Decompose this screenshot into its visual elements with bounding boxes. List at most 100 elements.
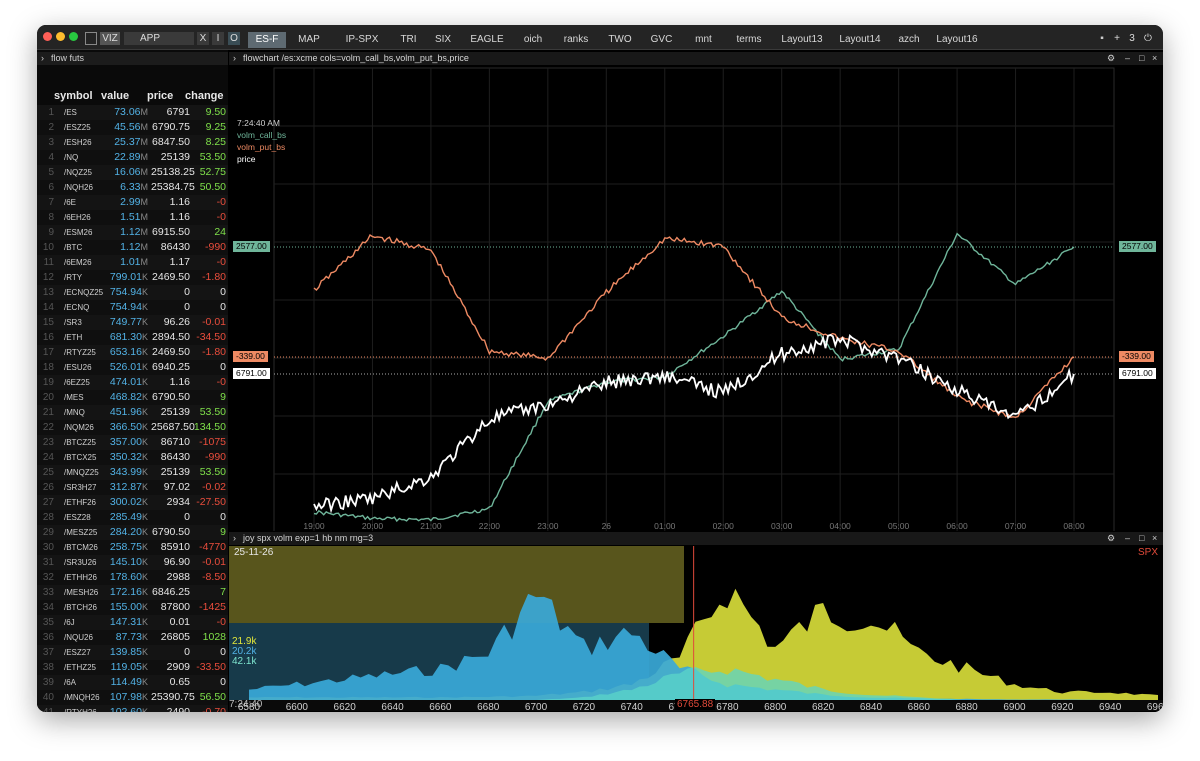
row-value-unit: K <box>141 692 148 702</box>
x-tick-label: 21:00 <box>420 521 442 531</box>
table-row[interactable]: 31/SR3U26 145.10K 96.90 -0.01 <box>37 555 228 570</box>
minimize-panel-icon[interactable]: – <box>1125 533 1131 543</box>
minimize-panel-icon[interactable]: – <box>1125 53 1131 63</box>
table-row[interactable]: 21/MNQ 451.96K 25139 53.50 <box>37 405 228 420</box>
table-row[interactable]: 5/NQZ25 16.06M 25138.25 52.75 <box>37 165 228 180</box>
col-value[interactable]: value <box>101 90 130 102</box>
tab-terms[interactable]: terms <box>736 34 762 45</box>
save-icon[interactable]: ▪ <box>1100 33 1104 44</box>
row-symbol: /ESH26 <box>64 138 92 147</box>
col-price[interactable]: price <box>147 90 174 102</box>
table-row[interactable]: 16/ETH 681.30K 2894.50 -34.50 <box>37 330 228 345</box>
chevron-right-icon[interactable]: › <box>233 533 236 543</box>
row-value: 139.85K <box>98 645 150 660</box>
table-row[interactable]: 32/ETHH26 178.60K 2988 -8.50 <box>37 570 228 585</box>
table-row[interactable]: 25/MNQZ25 343.99K 25139 53.50 <box>37 465 228 480</box>
flowchart-plot[interactable]: 19:00 20:00 21:00 22:00 23:00 26 01:00 02:00 03:… <box>229 66 1163 544</box>
row-symbol: /ESU26 <box>64 363 92 372</box>
table-row[interactable]: 35/6J 147.31K 0.01 -0 <box>37 615 228 630</box>
tab-gvc[interactable]: GVC <box>650 34 673 45</box>
chevron-right-icon[interactable]: › <box>41 53 44 63</box>
table-row[interactable]: 2/ESZ25 45.56M 6790.75 9.25 <box>37 120 228 135</box>
sidebar-toggle-icon[interactable] <box>85 32 97 45</box>
table-row[interactable]: 3/ESH26 25.37M 6847.50 8.25 <box>37 135 228 150</box>
tab-eagle[interactable]: EAGLE <box>470 34 504 45</box>
col-change[interactable]: change <box>185 90 224 102</box>
table-row[interactable]: 19/6EZ25 474.01K 1.16 -0 <box>37 375 228 390</box>
table-row[interactable]: 1/ES 73.06M 6791 9.50 <box>37 105 228 120</box>
table-row[interactable]: 37/ESZ27 139.85K 0 0 <box>37 645 228 660</box>
zoom-window-button[interactable] <box>69 32 78 41</box>
table-row[interactable]: 12/RTY 799.01K 2469.50 -1.80 <box>37 270 228 285</box>
table-row[interactable]: 8/6EH26 1.51M 1.16 -0 <box>37 210 228 225</box>
table-row[interactable]: 15/SR3 749.77K 96.26 -0.01 <box>37 315 228 330</box>
close-panel-icon[interactable]: × <box>1152 53 1158 63</box>
tab-two[interactable]: TWO <box>608 34 632 45</box>
tab-mnt[interactable]: mnt <box>695 34 712 45</box>
table-row[interactable]: 40/MNQH26 107.98K 25390.75 56.50 <box>37 690 228 705</box>
table-row[interactable]: 20/MES 468.82K 6790.50 9 <box>37 390 228 405</box>
chevron-right-icon[interactable]: › <box>233 53 236 63</box>
table-row[interactable]: 36/NQU26 87.73K 26805 1028 <box>37 630 228 645</box>
tab-ip-spx[interactable]: IP-SPX <box>345 34 379 45</box>
table-row[interactable]: 22/NQM26 366.50K 25687.50 134.50 <box>37 420 228 435</box>
table-row[interactable]: 27/ETHF26 300.02K 2934 -27.50 <box>37 495 228 510</box>
joy-plot[interactable]: 6580660066206640666066806700672067406760… <box>229 546 1163 711</box>
maximize-panel-icon[interactable]: □ <box>1139 533 1145 543</box>
minimize-window-button[interactable] <box>56 32 65 41</box>
tab-layout14[interactable]: Layout14 <box>839 34 881 45</box>
settings-icon[interactable]: ⚙ <box>1107 533 1116 543</box>
table-row[interactable]: 30/BTCM26 258.75K 85910 -4770 <box>37 540 228 555</box>
add-button[interactable]: + <box>1114 33 1120 44</box>
row-price: 6790.75 <box>152 121 190 133</box>
tab-tri[interactable]: TRI <box>400 34 417 45</box>
settings-icon[interactable]: ⚙ <box>1107 53 1116 63</box>
row-price: 1.16 <box>169 376 190 388</box>
row-price: 2490 <box>166 706 190 712</box>
tab-ranks[interactable]: ranks <box>563 34 589 45</box>
close-panel-icon[interactable]: × <box>1152 533 1158 543</box>
table-row[interactable]: 29/MESZ25 284.20K 6790.50 9 <box>37 525 228 540</box>
tab-six[interactable]: SIX <box>434 34 452 45</box>
row-number: 16 <box>42 332 54 343</box>
viz-button[interactable]: VIZ <box>100 32 120 45</box>
table-row[interactable]: 34/BTCH26 155.00K 87800 -1425 <box>37 600 228 615</box>
o-button[interactable]: O <box>228 32 240 45</box>
table-row[interactable]: 38/ETHZ25 119.05K 2909 -33.50 <box>37 660 228 675</box>
tab-layout16[interactable]: Layout16 <box>936 34 978 45</box>
close-window-button[interactable] <box>43 32 52 41</box>
tab-es-f[interactable]: ES-F <box>248 32 286 48</box>
x-button[interactable]: X <box>197 32 209 45</box>
power-icon[interactable]: ⏻ <box>1144 33 1152 44</box>
table-row[interactable]: 10/BTC 1.12M 86430 -990 <box>37 240 228 255</box>
maximize-panel-icon[interactable]: □ <box>1139 53 1145 63</box>
col-symbol[interactable]: symbol <box>54 90 93 102</box>
row-value-number: 799.01 <box>109 271 142 283</box>
table-row[interactable]: 7/6E 2.99M 1.16 -0 <box>37 195 228 210</box>
i-button[interactable]: I <box>212 32 224 45</box>
table-row[interactable]: 17/RTYZ25 653.16K 2469.50 -1.80 <box>37 345 228 360</box>
legend-put[interactable]: volm_put_bs <box>237 142 286 152</box>
table-row[interactable]: 4/NQ 22.89M 25139 53.50 <box>37 150 228 165</box>
table-row[interactable]: 13/ECNQZ25 754.94K 0 0 <box>37 285 228 300</box>
tab-layout13[interactable]: Layout13 <box>781 34 823 45</box>
legend-call[interactable]: volm_call_bs <box>237 130 287 140</box>
table-row[interactable]: 39/6A 114.49K 0.65 0 <box>37 675 228 690</box>
table-row[interactable]: 23/BTCZ25 357.00K 86710 -1075 <box>37 435 228 450</box>
table-row[interactable]: 6/NQH26 6.33M 25384.75 50.50 <box>37 180 228 195</box>
table-row[interactable]: 9/ESM26 1.12M 6915.50 24 <box>37 225 228 240</box>
legend-price[interactable]: price <box>237 154 256 164</box>
app-input[interactable]: APP <box>124 32 194 45</box>
table-row[interactable]: 33/MESH26 172.16K 6846.25 7 <box>37 585 228 600</box>
table-row[interactable]: 26/SR3H27 312.87K 97.02 -0.02 <box>37 480 228 495</box>
tab-oich[interactable]: oich <box>523 34 543 45</box>
table-row[interactable]: 14/ECNQ 754.94K 0 0 <box>37 300 228 315</box>
tab-azch[interactable]: azch <box>898 34 920 45</box>
table-row[interactable]: 28/ESZ28 285.49K 0 0 <box>37 510 228 525</box>
table-row[interactable]: 11/6EM26 1.01M 1.17 -0 <box>37 255 228 270</box>
table-row[interactable]: 24/BTCX25 350.32K 86430 -990 <box>37 450 228 465</box>
row-price: 25384.75 <box>151 181 195 193</box>
tab-map[interactable]: MAP <box>298 34 320 45</box>
table-row[interactable]: 18/ESU26 526.01K 6940.25 0 <box>37 360 228 375</box>
